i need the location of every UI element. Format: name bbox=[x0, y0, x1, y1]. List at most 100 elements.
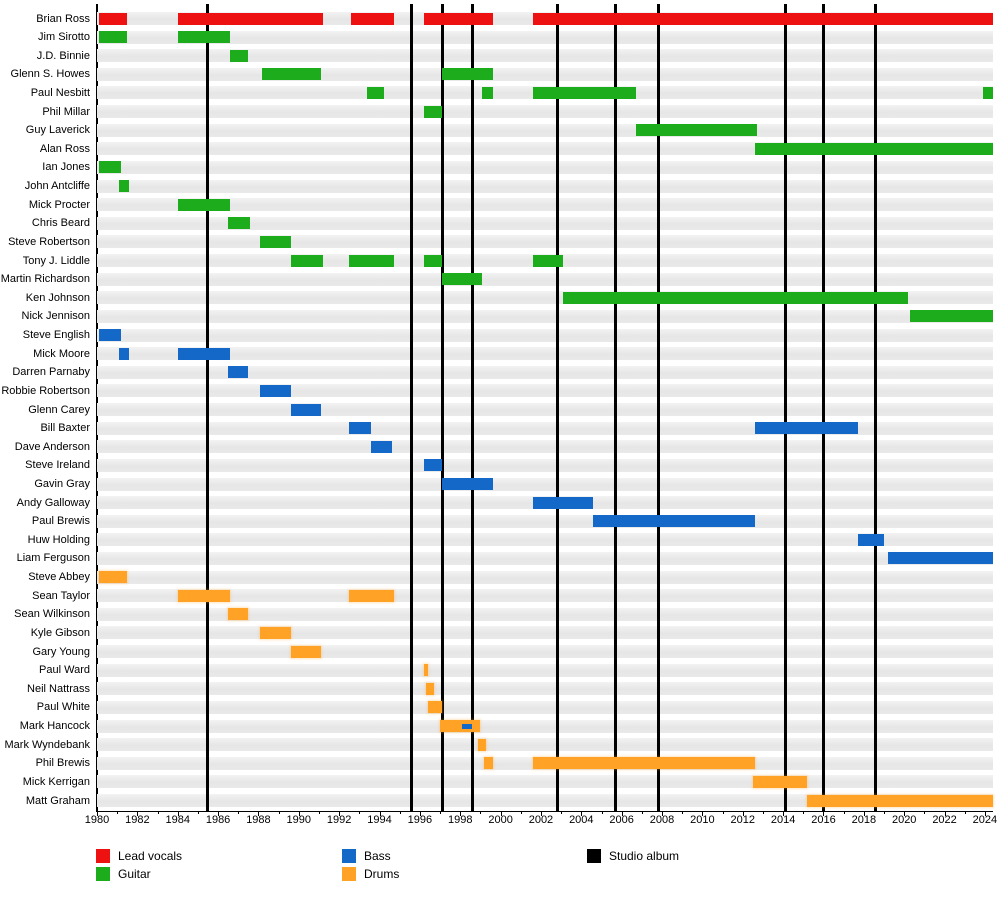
row-stripe bbox=[97, 663, 993, 677]
minor-tick bbox=[117, 811, 119, 814]
timeline-bar-guitar bbox=[442, 273, 483, 286]
timeline-bar-lead_vocals bbox=[351, 12, 394, 25]
row-stripe bbox=[97, 328, 993, 342]
timeline-bar-bass bbox=[754, 422, 858, 435]
x-tick-label: 1996 bbox=[407, 814, 433, 826]
x-tick-label: 1980 bbox=[84, 814, 110, 826]
x-tick-label: 2024 bbox=[972, 814, 998, 826]
timeline-bar-drums bbox=[807, 794, 993, 807]
timeline-bar-guitar bbox=[228, 217, 251, 230]
legend-swatch-drums bbox=[342, 867, 356, 881]
member-label: Dave Anderson bbox=[14, 440, 90, 453]
timeline-bar-bass bbox=[423, 459, 443, 472]
member-label: Bill Baxter bbox=[40, 422, 90, 435]
major-tick bbox=[904, 811, 906, 816]
member-label: Robbie Robertson bbox=[1, 384, 90, 397]
studio-album-line bbox=[821, 4, 825, 811]
timeline-bar-drums bbox=[228, 608, 249, 621]
timeline-bar-drums bbox=[752, 775, 808, 788]
major-tick bbox=[742, 811, 744, 816]
major-tick bbox=[379, 811, 381, 816]
x-tick-label: 2010 bbox=[690, 814, 715, 826]
x-tick-label: 2020 bbox=[891, 814, 917, 826]
minor-tick bbox=[641, 811, 643, 814]
member-label: Glenn Carey bbox=[28, 403, 90, 416]
legend-swatch-bass bbox=[342, 849, 356, 863]
row-stripe bbox=[97, 682, 993, 696]
major-tick bbox=[298, 811, 300, 816]
major-tick bbox=[823, 811, 825, 816]
row-stripe bbox=[97, 645, 993, 659]
minor-tick bbox=[722, 811, 724, 814]
x-tick-label: 1986 bbox=[205, 814, 231, 826]
member-label: Ian Jones bbox=[42, 161, 90, 174]
row-stripe bbox=[97, 700, 993, 714]
member-label: John Antcliffe bbox=[24, 180, 90, 193]
row-stripe bbox=[97, 440, 993, 454]
x-tick-label: 1990 bbox=[286, 814, 312, 826]
x-tick-label: 2000 bbox=[488, 814, 513, 826]
x-tick-label: 2012 bbox=[730, 814, 755, 826]
studio-album-line bbox=[410, 4, 414, 811]
legend-swatch-album bbox=[587, 849, 601, 863]
major-tick bbox=[863, 811, 865, 816]
x-axis-line bbox=[96, 810, 993, 812]
member-label: Paul Nesbitt bbox=[30, 86, 90, 99]
minor-tick bbox=[157, 811, 159, 814]
timeline-bar-bass bbox=[349, 422, 372, 435]
member-label: Chris Beard bbox=[31, 217, 90, 230]
timeline-bar-guitar bbox=[532, 86, 636, 99]
timeline-bar-lead_vocals bbox=[177, 12, 324, 25]
timeline-bar-guitar bbox=[260, 235, 291, 248]
member-label: Neil Nattrass bbox=[27, 682, 90, 695]
major-tick bbox=[581, 811, 583, 816]
member-label: Steve Robertson bbox=[8, 235, 90, 248]
minor-tick bbox=[601, 811, 603, 814]
row-stripe bbox=[97, 589, 993, 603]
legend-swatch-guitar bbox=[96, 867, 110, 881]
row-stripe bbox=[97, 570, 993, 584]
timeline-bar-bass bbox=[888, 552, 993, 565]
timeline-bar-lead_vocals bbox=[99, 12, 128, 25]
minor-tick bbox=[480, 811, 482, 814]
timeline-bar-guitar bbox=[290, 254, 323, 267]
timeline-bar-guitar bbox=[635, 124, 757, 137]
x-tick-label: 2014 bbox=[770, 814, 796, 826]
major-tick bbox=[97, 811, 98, 816]
x-tick-label: 2006 bbox=[609, 814, 634, 826]
timeline-bar-guitar bbox=[349, 254, 394, 267]
member-label: Ken Johnson bbox=[25, 291, 90, 304]
timeline-bar-drums bbox=[260, 626, 291, 639]
major-tick bbox=[540, 811, 542, 816]
member-label: Mark Wyndebank bbox=[4, 738, 91, 751]
timeline-bar-bass bbox=[857, 533, 884, 546]
timeline-bar-bass bbox=[462, 723, 473, 729]
x-tick-label: 2018 bbox=[851, 814, 877, 826]
member-label: Gavin Gray bbox=[34, 478, 90, 490]
member-label: Mick Procter bbox=[28, 198, 90, 211]
timeline-bar-drums bbox=[423, 664, 428, 677]
timeline-bar-guitar bbox=[177, 31, 231, 44]
row-stripe bbox=[97, 160, 993, 174]
major-tick bbox=[137, 811, 139, 816]
minor-tick bbox=[803, 811, 805, 814]
minor-tick bbox=[520, 811, 522, 814]
member-label: Sean Wilkinson bbox=[14, 608, 90, 621]
row-stripe bbox=[97, 458, 993, 472]
timeline-bar-bass bbox=[290, 403, 321, 416]
timeline-bar-guitar bbox=[99, 31, 128, 44]
member-label: Phil Brewis bbox=[35, 757, 90, 770]
major-tick bbox=[783, 811, 785, 816]
timeline-bar-guitar bbox=[563, 291, 909, 304]
timeline-bar-drums bbox=[532, 757, 755, 770]
x-tick-label: 2002 bbox=[528, 814, 554, 826]
timeline-bar-lead_vocals bbox=[532, 12, 993, 25]
row-stripe bbox=[97, 272, 993, 286]
studio-album-line bbox=[656, 4, 660, 811]
major-tick bbox=[419, 811, 421, 816]
legend-label: Bass bbox=[364, 849, 391, 863]
member-label: Mark Hancock bbox=[19, 720, 90, 733]
plot-left-border bbox=[95, 4, 98, 811]
row-stripe bbox=[97, 794, 993, 808]
